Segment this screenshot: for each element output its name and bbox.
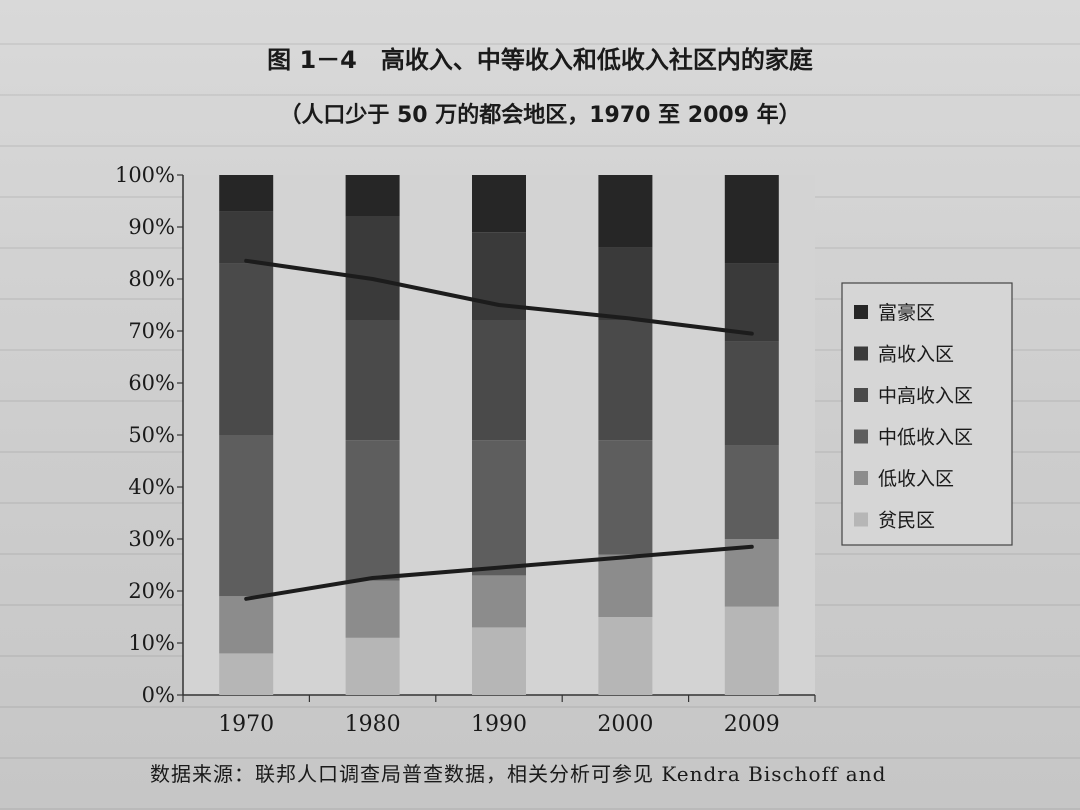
bar-segment <box>345 320 400 441</box>
y-tick-label: 30% <box>128 527 175 551</box>
bar-segment <box>219 596 274 654</box>
y-tick-label: 20% <box>128 579 175 603</box>
bar-segment <box>219 263 274 435</box>
bar-segment <box>724 341 779 446</box>
bar-segment <box>345 440 400 581</box>
x-tick-label: 1980 <box>345 712 401 737</box>
legend-swatch <box>854 471 868 485</box>
bar-segment <box>219 653 274 695</box>
y-tick-label: 100% <box>115 163 175 187</box>
y-tick-label: 80% <box>128 267 175 291</box>
y-tick-label: 50% <box>128 423 175 447</box>
bar-segment <box>345 580 400 638</box>
bar-segment <box>724 175 779 264</box>
x-tick-label: 2009 <box>724 712 780 737</box>
legend-swatch <box>854 346 868 361</box>
bar-segment <box>724 263 779 342</box>
legend-swatch <box>854 388 868 402</box>
bar-segment <box>724 606 779 695</box>
bar-segment <box>472 440 526 576</box>
bar-segment <box>472 627 526 695</box>
x-tick-label: 1970 <box>218 712 274 737</box>
legend-swatch <box>854 305 868 319</box>
legend-swatch <box>854 512 868 527</box>
bar-segment <box>598 175 653 248</box>
bar-segment <box>219 435 274 597</box>
legend-label: 高收入区 <box>878 344 954 366</box>
bar-segment <box>472 575 526 628</box>
bar-segment <box>472 175 526 233</box>
x-tick-label: 2000 <box>597 712 653 737</box>
y-tick-label: 70% <box>128 319 175 343</box>
bar-segment <box>598 440 653 555</box>
bar-segment <box>598 554 653 617</box>
bar-segment <box>345 637 400 695</box>
bar-segment <box>219 175 274 212</box>
y-tick-label: 90% <box>128 215 175 239</box>
bar-segment <box>472 320 526 441</box>
legend-label: 低收入区 <box>878 468 954 490</box>
trend-line <box>244 544 754 601</box>
legend-label: 富豪区 <box>878 302 935 324</box>
y-tick-label: 40% <box>128 475 175 499</box>
y-tick-label: 10% <box>128 631 175 655</box>
bar-segment <box>219 211 274 264</box>
legend-label: 贫民区 <box>878 510 935 532</box>
legend-label: 中低收入区 <box>878 427 973 449</box>
bar-segment <box>598 617 653 695</box>
legend-label: 中高收入区 <box>878 385 973 407</box>
legend-box <box>841 282 1013 546</box>
legend-swatch <box>854 429 868 444</box>
bar-segment <box>345 175 400 217</box>
y-tick-label: 60% <box>128 371 175 395</box>
bar-segment <box>345 216 400 321</box>
source-note: 数据来源：联邦人口调查局普查数据，相关分析可参见 Kendra Bischoff… <box>150 762 887 786</box>
bar-segment <box>724 445 779 539</box>
bar-segment <box>598 320 653 441</box>
figure-title: 图 1－4 高收入、中等收入和低收入社区内的家庭 <box>267 46 813 74</box>
figure-subtitle: （人口少于 50 万的都会地区，1970 至 2009 年） <box>279 103 801 128</box>
trend-line <box>244 258 754 336</box>
bar-segment <box>598 247 653 321</box>
y-tick-label: 0% <box>142 683 175 707</box>
x-tick-label: 1990 <box>471 712 527 737</box>
